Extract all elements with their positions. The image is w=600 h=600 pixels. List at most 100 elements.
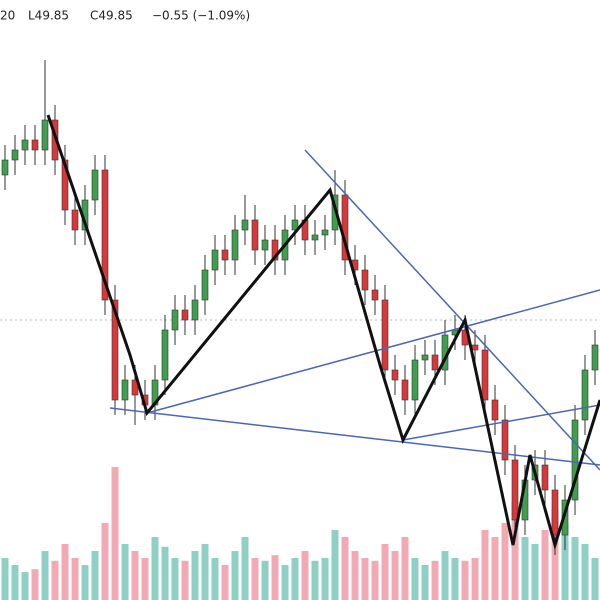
candle-body	[41, 119, 49, 151]
volume-bar	[531, 544, 539, 600]
candle-body	[371, 289, 379, 301]
volume-bar	[121, 544, 129, 600]
volume-bar	[421, 565, 429, 600]
volume-bar	[211, 558, 219, 600]
candle-body	[381, 299, 389, 371]
volume-bar	[391, 551, 399, 600]
volume-bar	[251, 558, 259, 600]
zigzag-pattern	[46, 114, 600, 551]
candle-body	[361, 269, 369, 291]
volume-bar	[161, 546, 169, 600]
volume-bar	[291, 558, 299, 600]
volume-bar	[31, 569, 39, 600]
candles	[1, 60, 599, 555]
volume-bar	[261, 560, 269, 600]
volume-bar	[401, 537, 409, 600]
candle-body	[231, 229, 239, 261]
volume-bar	[281, 565, 289, 600]
volume-bar	[351, 551, 359, 600]
candle-body	[61, 159, 69, 211]
volume-bar	[431, 560, 439, 600]
candle-body	[71, 209, 79, 231]
candle-body	[401, 379, 409, 401]
candle-body	[101, 169, 109, 301]
volume-bar	[321, 558, 329, 600]
volume-bar	[21, 572, 29, 600]
volume-bar	[461, 560, 469, 600]
candle-body	[471, 344, 479, 351]
candle-body	[191, 299, 199, 321]
volume-bar	[301, 551, 309, 600]
volume-bar	[11, 565, 19, 600]
volume-bar	[231, 551, 239, 600]
candle-body	[261, 239, 269, 251]
candle-body	[171, 309, 179, 331]
volume-bar	[561, 523, 569, 600]
volume-bar	[221, 565, 229, 600]
candle-body	[591, 344, 599, 371]
change-label: −0.55 (−1.09%)	[152, 9, 250, 23]
candle-body	[551, 489, 559, 536]
candle-body	[241, 219, 249, 231]
candle-body	[411, 359, 419, 401]
candle-body	[161, 329, 169, 381]
volume-bar	[71, 558, 79, 600]
volume-bar	[451, 558, 459, 600]
volume-bar	[141, 558, 149, 600]
volume-bar	[81, 565, 89, 600]
volume-bar	[411, 558, 419, 600]
trend-line	[402, 404, 600, 441]
volume-bar	[481, 530, 489, 600]
candle-body	[91, 169, 99, 201]
volume-bar	[271, 555, 279, 600]
candle-body	[571, 419, 579, 501]
volume-bar	[581, 544, 589, 600]
volume-bar	[511, 502, 519, 600]
volume-bar	[541, 530, 549, 600]
candle-body	[391, 369, 399, 381]
trend-line	[109, 407, 600, 466]
candle-body	[1, 159, 9, 176]
volume-bar	[371, 560, 379, 600]
candle-body	[311, 234, 319, 241]
volume-bar	[1, 558, 9, 600]
candle-body	[271, 239, 279, 261]
high-label: 20	[0, 9, 15, 23]
candle-body	[581, 369, 589, 421]
volume-bar	[51, 560, 59, 600]
candle-body	[181, 309, 189, 321]
candle-body	[121, 379, 129, 401]
candle-body	[541, 464, 549, 491]
candle-body	[201, 269, 209, 301]
volume-bar	[151, 537, 159, 600]
volume-bar	[501, 523, 509, 600]
trend-line	[146, 289, 600, 414]
volume-bar	[331, 530, 339, 600]
volume-bar	[181, 560, 189, 600]
volume-bar	[201, 544, 209, 600]
volume-bar	[441, 551, 449, 600]
candle-body	[431, 354, 439, 371]
candle-body	[481, 349, 489, 401]
volume-bar	[241, 537, 249, 600]
volume-bar	[471, 558, 479, 600]
candle-body	[11, 149, 19, 161]
volume-bar	[341, 537, 349, 600]
volume-bar	[591, 558, 599, 600]
volume-bar	[41, 551, 49, 600]
volume-bar	[571, 537, 579, 600]
candle-body	[251, 219, 259, 251]
volume-bar	[101, 523, 109, 600]
volume-bar	[491, 537, 499, 600]
volume-bar	[521, 537, 529, 600]
volume-bar	[91, 551, 99, 600]
volume-bar	[111, 467, 119, 600]
volume-bar	[311, 560, 319, 600]
volume-bar	[131, 551, 139, 600]
candle-body	[511, 459, 519, 521]
candle-body	[221, 249, 229, 261]
candle-body	[421, 354, 429, 361]
candle-body	[111, 299, 119, 401]
